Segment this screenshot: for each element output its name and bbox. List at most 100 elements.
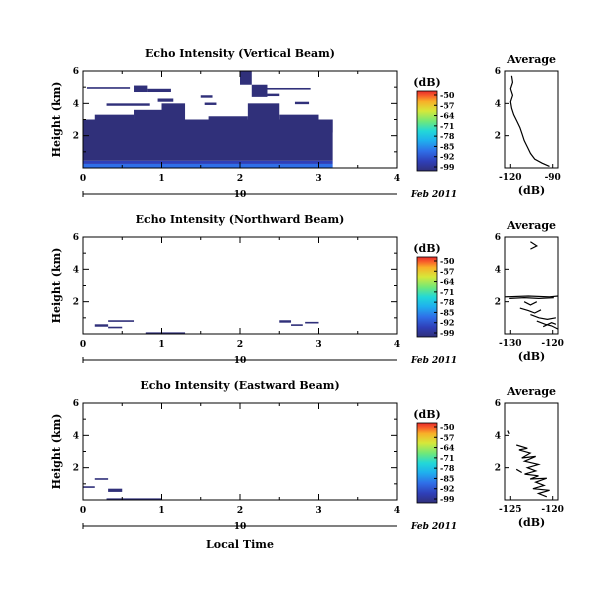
y-tick-label: 6 (73, 67, 79, 77)
echo-cell (251, 84, 268, 97)
colorbar-tick-label: -78 (440, 463, 455, 473)
profile-frame (504, 236, 559, 335)
y-axis-label: Height (km) (50, 248, 63, 324)
panel-title: Echo Intensity (Northward Beam) (136, 213, 345, 226)
colorbar-tick-label: -92 (440, 318, 454, 328)
panel-title: Echo Intensity (Eastward Beam) (140, 379, 339, 392)
colorbar-tick-label: -71 (440, 453, 454, 463)
plot-frame (82, 402, 398, 501)
profile-x-tick-label: -90 (545, 173, 561, 183)
profile-line (523, 301, 538, 306)
colorbar-tick-label: -85 (440, 473, 454, 483)
echo-cell (106, 498, 162, 500)
x-tick-label: 4 (394, 506, 400, 516)
profile-line (504, 295, 559, 298)
echo-cell (200, 95, 213, 98)
colorbar-tick-label: -57 (440, 432, 454, 442)
echo-cell (294, 101, 310, 105)
x-tick-label: 3 (315, 340, 321, 350)
profile-line (515, 468, 523, 474)
echo-cell (83, 119, 333, 161)
profile-x-label: (dB) (518, 516, 545, 529)
panel-northward: Echo Intensity (Northward Beam) Height (k… (50, 213, 564, 366)
date-axis-hour: 10 (234, 356, 247, 366)
echo-cell (145, 332, 186, 334)
panel-vertical: Echo Intensity (Vertical Beam) Height (km… (50, 47, 561, 200)
average-profile: Average 6 4 2 -120 -90(dB) (495, 53, 561, 197)
echo-cell (247, 103, 280, 120)
x-tick-label: 0 (80, 174, 86, 184)
colorbar-tick-label: -57 (440, 266, 454, 276)
profile-y-tick-label: 6 (495, 67, 501, 77)
date-axis-date: Feb 2011 (410, 190, 457, 200)
y-tick-label: 4 (73, 99, 79, 109)
colorbar-tick-label: -71 (440, 287, 454, 297)
panel-title: Echo Intensity (Vertical Beam) (145, 47, 335, 60)
colorbar-tick-label: -99 (440, 162, 455, 172)
profile-x-tick-label: -120 (541, 339, 564, 349)
echo-cell (108, 320, 135, 322)
x-tick-label: 4 (394, 174, 400, 184)
profile-y-tick-label: 2 (495, 464, 501, 474)
profile-x-label: (dB) (518, 184, 545, 197)
x-tick-label: 4 (394, 340, 400, 350)
colorbar-tick-label: -99 (440, 494, 455, 504)
profile-line (530, 314, 557, 321)
colorbar-unit: (dB) (413, 242, 440, 255)
profile-x-tick-label: -130 (499, 339, 522, 349)
echo-cell (83, 486, 95, 488)
echo-cell (267, 93, 280, 97)
colorbar-tick-label: -71 (440, 121, 454, 131)
local-time-label: Local Time (206, 538, 274, 551)
colorbar-tick-label: -92 (440, 152, 454, 162)
profile-line (516, 444, 550, 498)
x-tick-label: 1 (158, 174, 164, 184)
echo-cell (255, 87, 311, 90)
profile-x-tick-label: -120 (499, 173, 522, 183)
echo-cell (279, 114, 319, 120)
echo-cell (240, 71, 252, 85)
echo-cell (157, 98, 174, 102)
colorbar-tick-label: -99 (440, 328, 455, 338)
average-profile: Average 6 4 2 -130 -120(dB) (495, 219, 564, 363)
x-tick-label: 1 (158, 506, 164, 516)
colorbar-tick-label: -92 (440, 484, 454, 494)
profile-line (536, 320, 559, 330)
x-tick-label: 0 (80, 340, 86, 350)
profile-y-tick-label: 4 (495, 265, 501, 275)
colorbar-tick-label: -85 (440, 141, 454, 151)
echo-cell (83, 119, 95, 125)
echo-cell (147, 88, 171, 93)
y-axis-label: Height (km) (50, 82, 63, 158)
echo-cell (94, 114, 135, 120)
date-axis-date: Feb 2011 (410, 522, 457, 532)
profile-title: Average (506, 385, 556, 398)
y-tick-label: 2 (73, 298, 79, 308)
profile-x-tick-label: -125 (499, 505, 522, 515)
colorbar-tick-label: -78 (440, 131, 455, 141)
profile-line (530, 241, 539, 250)
average-profile: Average 6 4 2 -125 -120(dB) (495, 385, 564, 529)
profile-frame (504, 70, 559, 169)
y-tick-label: 2 (73, 132, 79, 142)
echo-cell (279, 320, 292, 323)
echo-cell (161, 103, 186, 120)
colorbar (416, 90, 438, 172)
colorbar-tick-label: -50 (440, 256, 455, 266)
profile-x-label: (dB) (518, 350, 545, 363)
colorbar-tick-label: -85 (440, 307, 454, 317)
x-tick-label: 1 (158, 340, 164, 350)
echo-cell (134, 85, 148, 93)
profile-y-tick-label: 4 (495, 99, 501, 109)
colorbar-tick-label: -64 (440, 443, 455, 453)
colorbar-tick-label: -78 (440, 297, 455, 307)
date-axis-hour: 10 (234, 190, 247, 200)
plot-frame (82, 236, 398, 335)
y-axis-label: Height (km) (50, 414, 63, 490)
colorbar-tick-label: -50 (440, 422, 455, 432)
colorbar-unit: (dB) (413, 408, 440, 421)
echo-cell (291, 324, 303, 326)
colorbar-unit: (dB) (413, 76, 440, 89)
echo-cell (108, 488, 123, 492)
